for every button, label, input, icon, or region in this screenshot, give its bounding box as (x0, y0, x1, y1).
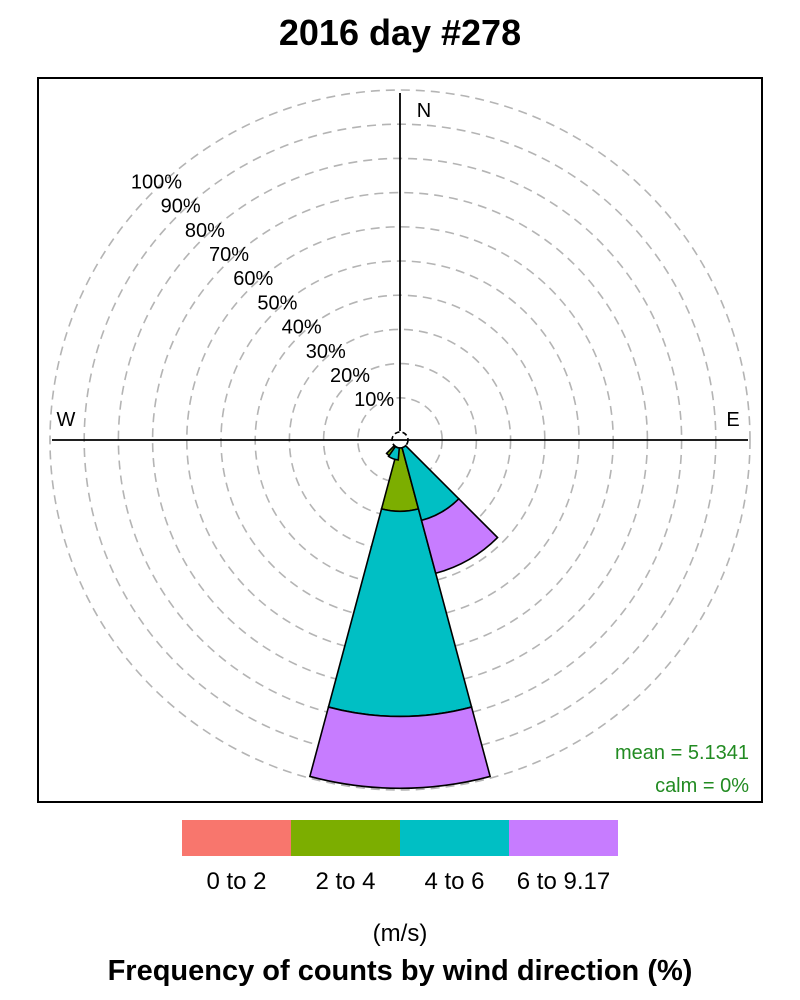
ring-label-10: 10% (354, 389, 394, 411)
plot-frame (37, 77, 763, 803)
petal-200-bin-2 (387, 445, 401, 461)
west-label: W (57, 409, 76, 431)
ring-label-70: 70% (209, 244, 249, 266)
ring-label-30: 30% (306, 341, 346, 363)
x-axis-label: Frequency of counts by wind direction (%… (107, 955, 693, 987)
legend-label-0-2: 0 to 2 (206, 868, 267, 895)
legend-swatch-4-6 (400, 820, 509, 856)
legend-swatch-0-2 (182, 820, 291, 856)
calm-stat: calm = 0% (655, 775, 749, 797)
petal-150-bin-3 (420, 497, 499, 575)
ring-labels: 10%20%30%40% 50%60%70%80%90%100% (131, 172, 394, 412)
ring-label-90: 90% (161, 196, 201, 218)
legend-swatch-2-4 (291, 820, 400, 856)
unit-label: (m/s) (372, 920, 428, 947)
legend-label-2-4: 2 to 4 (315, 868, 376, 895)
ring-label-50: 50% (257, 292, 297, 314)
mean-stat: mean = 5.1341 (615, 742, 749, 764)
grid-ring (49, 89, 751, 791)
chart-title: 2016 day #278 (278, 12, 522, 53)
petal-180-bin-3 (308, 706, 492, 790)
petals (308, 444, 499, 790)
ring-label-60: 60% (233, 268, 273, 290)
legend-label-4-6: 4 to 6 (424, 868, 485, 895)
ring-label-100: 100% (131, 172, 182, 194)
ring-label-20: 20% (330, 365, 370, 387)
ring-label-40: 40% (282, 317, 322, 339)
legend-swatch-6-917 (509, 820, 618, 856)
north-label: N (417, 100, 431, 122)
legend-label-6-917: 6 to 9.17 (516, 868, 611, 895)
compass-axes (52, 93, 748, 441)
legend: 0 to 2 2 to 4 4 to 6 6 to 9.17 (182, 820, 618, 896)
ring-label-80: 80% (185, 220, 225, 242)
legend-swatches (182, 820, 618, 856)
east-label: E (726, 409, 739, 431)
